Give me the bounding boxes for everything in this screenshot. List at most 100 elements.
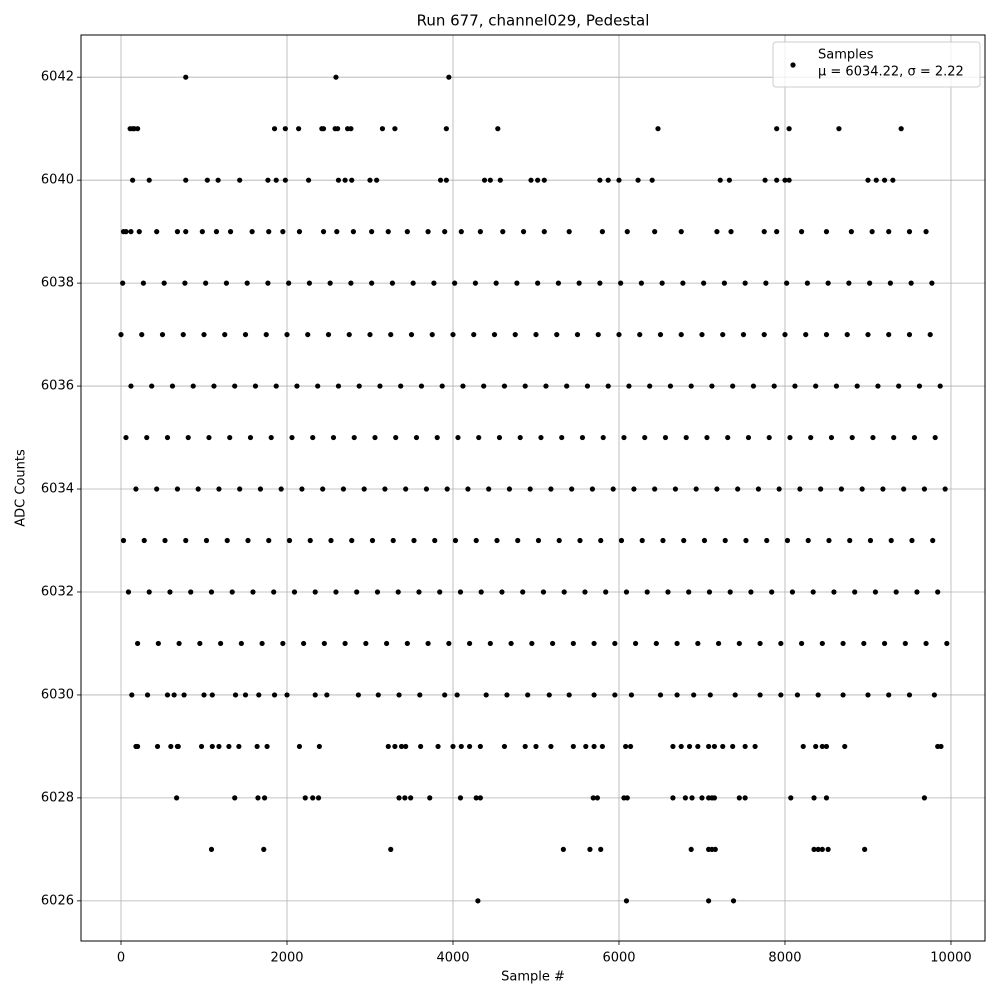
data-point	[848, 229, 854, 235]
data-point	[135, 640, 141, 647]
data-point	[566, 692, 572, 698]
data-point	[369, 280, 375, 286]
data-point	[454, 692, 460, 698]
data-point	[183, 537, 189, 544]
data-point	[740, 331, 747, 338]
y-tick-label: 6042	[41, 70, 74, 85]
data-point	[335, 177, 342, 183]
data-point	[429, 331, 435, 338]
data-point	[146, 589, 152, 595]
data-point	[566, 229, 572, 235]
data-point	[395, 589, 401, 595]
data-point	[238, 640, 244, 647]
data-point	[859, 486, 865, 492]
data-point	[254, 743, 260, 750]
data-point	[255, 795, 261, 801]
data-point	[437, 589, 443, 595]
data-point	[788, 795, 794, 801]
data-point	[216, 743, 222, 750]
data-point	[402, 795, 408, 801]
data-point	[227, 229, 234, 235]
data-point	[577, 537, 583, 544]
data-point	[481, 177, 488, 183]
data-point	[528, 177, 534, 183]
data-point	[417, 692, 423, 698]
data-point	[176, 640, 182, 647]
data-point	[455, 434, 461, 441]
data-point	[937, 383, 943, 389]
data-point	[354, 589, 360, 595]
data-point	[533, 743, 539, 750]
data-point	[183, 74, 189, 80]
data-point	[162, 537, 168, 544]
data-point	[167, 589, 173, 595]
data-point	[823, 795, 830, 801]
data-point	[259, 640, 265, 647]
data-point	[823, 743, 830, 750]
data-point	[752, 743, 758, 750]
data-point	[626, 383, 632, 389]
data-point	[476, 434, 482, 441]
data-point	[639, 537, 645, 544]
data-point	[923, 229, 929, 235]
data-point	[579, 434, 586, 441]
data-point	[135, 126, 141, 132]
data-point	[517, 434, 523, 441]
data-point	[792, 383, 798, 389]
data-point	[161, 280, 167, 286]
data-point	[418, 383, 425, 389]
data-point	[367, 331, 373, 338]
data-point	[938, 743, 944, 750]
data-point	[282, 126, 288, 132]
x-tick-label: 10000	[930, 951, 971, 966]
data-point	[164, 692, 171, 698]
data-point	[271, 589, 277, 595]
data-point	[556, 537, 562, 544]
data-point	[458, 229, 464, 235]
data-point	[655, 126, 661, 132]
data-point	[155, 640, 161, 647]
data-point	[473, 537, 479, 544]
data-point	[271, 692, 278, 698]
data-point	[862, 846, 868, 852]
data-point	[514, 280, 520, 286]
data-point	[141, 537, 147, 544]
data-point	[870, 434, 876, 441]
data-point	[257, 486, 264, 492]
data-point	[349, 177, 355, 183]
data-point	[906, 229, 913, 235]
y-tick-label: 6036	[41, 379, 74, 394]
x-tick-label: 4000	[436, 951, 469, 966]
data-point	[598, 846, 604, 852]
data-point	[570, 640, 576, 647]
data-point	[872, 589, 879, 595]
data-point	[215, 177, 221, 183]
data-point	[466, 743, 473, 750]
data-point	[209, 743, 215, 750]
data-point	[446, 74, 452, 80]
data-point	[893, 589, 899, 595]
data-point	[548, 743, 554, 750]
data-point	[605, 177, 611, 183]
data-point	[491, 331, 498, 338]
data-point	[589, 486, 596, 492]
data-point	[203, 280, 209, 286]
data-point	[712, 846, 718, 852]
data-point	[367, 177, 373, 183]
data-point	[909, 537, 915, 544]
data-point	[264, 743, 270, 750]
data-point	[232, 795, 238, 801]
data-point	[457, 795, 464, 801]
data-point	[623, 589, 630, 595]
data-point	[211, 383, 217, 389]
data-point	[392, 126, 398, 132]
data-point	[478, 589, 484, 595]
data-point	[720, 743, 726, 750]
data-point	[481, 383, 487, 389]
data-point	[320, 229, 327, 235]
data-point	[320, 126, 327, 132]
data-point	[784, 537, 791, 544]
data-point	[838, 486, 845, 492]
data-point	[628, 692, 635, 698]
data-point	[423, 486, 430, 492]
